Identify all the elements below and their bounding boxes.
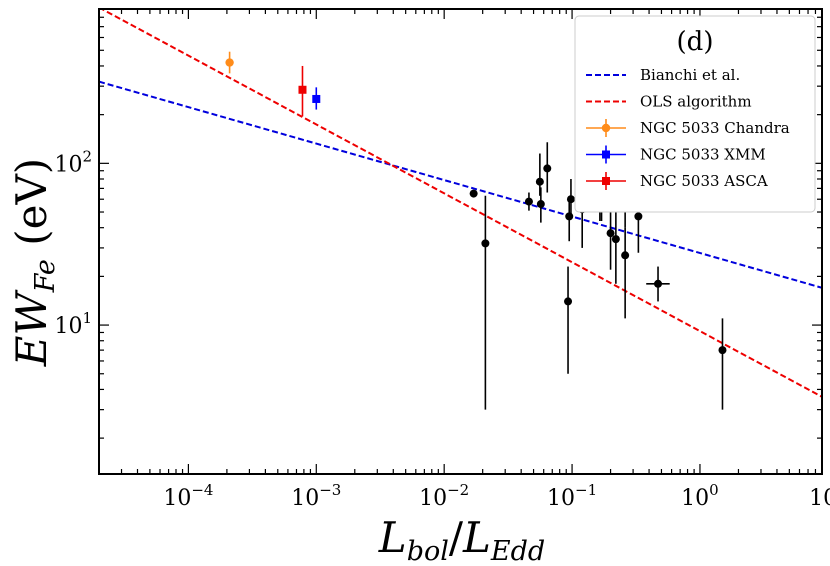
axis-ticks: 10−4 10−3 10−2 10−1 100 101 101 102 bbox=[54, 8, 830, 511]
data-point bbox=[535, 153, 544, 196]
legend: (d) Bianchi et al. OLS algorithm NGC 5033 … bbox=[574, 15, 816, 213]
point-marker bbox=[606, 229, 615, 238]
point-marker bbox=[312, 94, 321, 103]
data-point bbox=[524, 192, 533, 211]
x-axis-label: Lbol/LEdd bbox=[378, 513, 545, 566]
y-tick-label: 101 bbox=[54, 309, 92, 339]
y-axis-label: EWFe (eV) bbox=[7, 158, 61, 367]
legend-entries: Bianchi et al. OLS algorithm NGC 5033 Chan… bbox=[586, 66, 790, 190]
point-marker bbox=[718, 346, 727, 355]
y-tick-label: 102 bbox=[54, 147, 92, 177]
legend-swatch-marker bbox=[601, 123, 611, 133]
data-point bbox=[718, 318, 727, 410]
ngc5033-point-0 bbox=[225, 51, 234, 74]
ngc5033-points bbox=[225, 51, 321, 117]
data-point bbox=[536, 187, 545, 223]
x-tick-label: 10−1 bbox=[547, 481, 597, 511]
legend-swatch-marker bbox=[602, 177, 610, 185]
point-marker bbox=[469, 189, 478, 198]
data-point bbox=[611, 207, 620, 284]
legend-entry: Bianchi et al. bbox=[586, 66, 740, 84]
panel-label: (d) bbox=[677, 27, 714, 57]
point-marker bbox=[634, 212, 643, 221]
data-point bbox=[646, 266, 670, 302]
point-marker bbox=[611, 235, 620, 244]
x-tick-label: 10−4 bbox=[163, 481, 213, 511]
point-marker bbox=[524, 197, 533, 206]
x-tick-label: 10−2 bbox=[419, 481, 469, 511]
x-tick-label: 101 bbox=[809, 481, 830, 511]
legend-entry: OLS algorithm bbox=[586, 93, 752, 111]
point-marker bbox=[298, 85, 307, 94]
ngc5033-point-1 bbox=[312, 87, 321, 110]
data-point bbox=[564, 266, 573, 374]
point-marker bbox=[536, 200, 545, 209]
data-point bbox=[481, 195, 490, 410]
legend-entry: NGC 5033 Chandra bbox=[586, 119, 790, 137]
legend-label: NGC 5033 XMM bbox=[640, 146, 766, 164]
data-point bbox=[543, 142, 552, 193]
x-tick-label: 10−3 bbox=[291, 481, 341, 511]
legend-label: NGC 5033 ASCA bbox=[640, 172, 768, 190]
point-marker bbox=[535, 177, 544, 186]
legend-label: Bianchi et al. bbox=[640, 66, 740, 84]
point-marker bbox=[481, 239, 490, 248]
data-point bbox=[469, 189, 478, 198]
x-tick-label: 100 bbox=[681, 481, 719, 511]
plot-frame bbox=[98, 8, 823, 475]
data-point bbox=[566, 179, 575, 218]
fit-lines bbox=[99, 9, 822, 398]
point-marker bbox=[564, 297, 573, 306]
point-marker bbox=[621, 251, 630, 260]
ngc5033-point-2 bbox=[298, 65, 307, 117]
point-marker bbox=[543, 164, 552, 173]
fit-line-1 bbox=[99, 9, 822, 398]
legend-entry: NGC 5033 ASCA bbox=[586, 172, 768, 190]
point-marker bbox=[566, 195, 575, 204]
legend-label: OLS algorithm bbox=[640, 93, 752, 111]
point-marker bbox=[225, 58, 234, 67]
legend-label: NGC 5033 Chandra bbox=[640, 119, 790, 137]
point-marker bbox=[654, 279, 663, 288]
legend-swatch-marker bbox=[602, 150, 610, 159]
data-point bbox=[621, 227, 630, 319]
point-marker bbox=[565, 212, 574, 221]
legend-box bbox=[574, 15, 816, 213]
legend-entry: NGC 5033 XMM bbox=[586, 145, 766, 164]
fit-line-0 bbox=[99, 80, 822, 289]
